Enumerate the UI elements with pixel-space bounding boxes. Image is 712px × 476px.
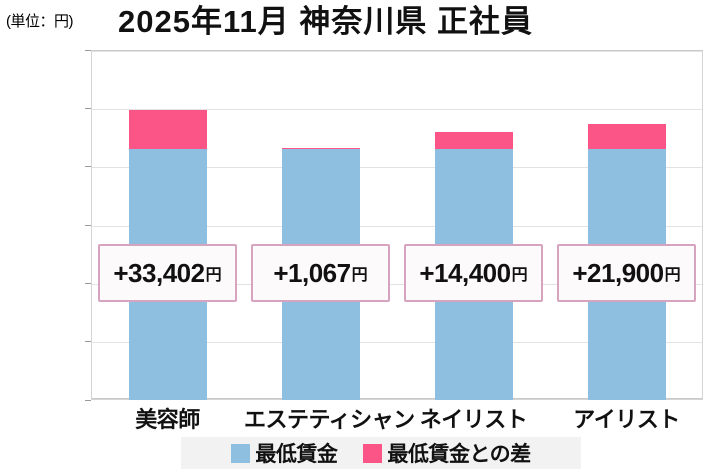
bar-segment-difference	[281, 147, 360, 150]
axis-unit-note: (単位：円)	[6, 13, 74, 30]
gridline	[92, 109, 702, 110]
legend-swatch-icon	[231, 443, 251, 463]
currency-unit: 円	[511, 267, 528, 284]
difference-callout-eyelist: +21,900 円	[557, 244, 696, 302]
difference-value: +14,400	[419, 258, 511, 288]
gridline	[92, 167, 702, 168]
category-label-eyelist: アイリスト	[573, 407, 680, 432]
gridline	[92, 51, 702, 52]
bar-segment-difference	[587, 123, 666, 150]
legend-item-minimum-wage[interactable]: 最低賃金	[231, 438, 338, 468]
currency-unit: 円	[205, 267, 222, 284]
category-label-beautician: 美容師	[135, 407, 200, 432]
y-tick-mark	[85, 400, 91, 401]
legend-label: 最低賃金	[255, 443, 338, 466]
difference-callout-esthetician: +1,067 円	[251, 244, 390, 302]
bar-segment-difference	[434, 132, 513, 150]
gridline	[92, 342, 702, 343]
callout-layer: +33,402 円 +1,067 円 +14,400 円 +21,900 円	[91, 50, 703, 400]
legend-swatch-icon	[363, 443, 383, 463]
difference-value: +1,067	[273, 258, 351, 288]
bar-segment-difference	[128, 110, 207, 150]
chart-title: 2025年11月 神奈川県 正社員	[118, 4, 533, 39]
difference-callout-beautician: +33,402 円	[98, 244, 237, 302]
legend-label: 最低賃金との差	[387, 443, 531, 466]
x-axis-categories: 美容師 エステティシャン ネイリスト アイリスト	[91, 402, 703, 434]
chart-legend: 最低賃金 最低賃金との差	[181, 437, 581, 469]
difference-callout-nailist: +14,400 円	[404, 244, 543, 302]
legend-item-difference[interactable]: 最低賃金との差	[363, 438, 531, 468]
gridline	[92, 226, 702, 227]
currency-unit: 円	[664, 267, 681, 284]
x-axis-line	[92, 398, 702, 399]
difference-value: +21,900	[572, 258, 664, 288]
difference-value: +33,402	[113, 258, 205, 288]
category-label-nailist: ネイリスト	[419, 407, 528, 432]
category-label-esthetician: エステティシャン	[244, 407, 415, 432]
currency-unit: 円	[351, 267, 368, 284]
gridline	[92, 284, 702, 285]
